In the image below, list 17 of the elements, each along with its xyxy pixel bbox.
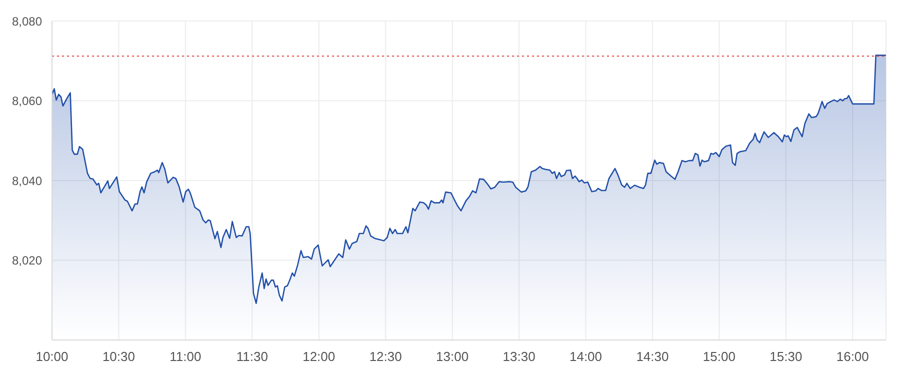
x-tick-label: 12:00	[302, 349, 336, 364]
x-tick-label: 15:30	[770, 349, 802, 364]
x-tick-label: 10:30	[102, 349, 135, 364]
x-tick-label: 11:00	[170, 349, 202, 364]
x-tick-label: 10:00	[36, 349, 68, 364]
y-tick-label: 8,080	[12, 14, 42, 28]
y-tick-label: 8,040	[12, 174, 42, 188]
x-tick-label: 14:30	[636, 349, 669, 364]
x-tick-label: 14:00	[569, 349, 602, 364]
x-tick-label: 16:00	[836, 349, 869, 364]
x-tick-label: 15:00	[702, 349, 736, 364]
x-tick-label: 13:00	[436, 349, 469, 364]
x-tick-label: 12:30	[369, 349, 402, 364]
y-tick-label: 8,060	[12, 94, 42, 108]
y-tick-label: 8,020	[12, 254, 42, 268]
x-tick-label: 11:30	[236, 349, 268, 364]
x-tick-label: 13:30	[502, 349, 536, 364]
